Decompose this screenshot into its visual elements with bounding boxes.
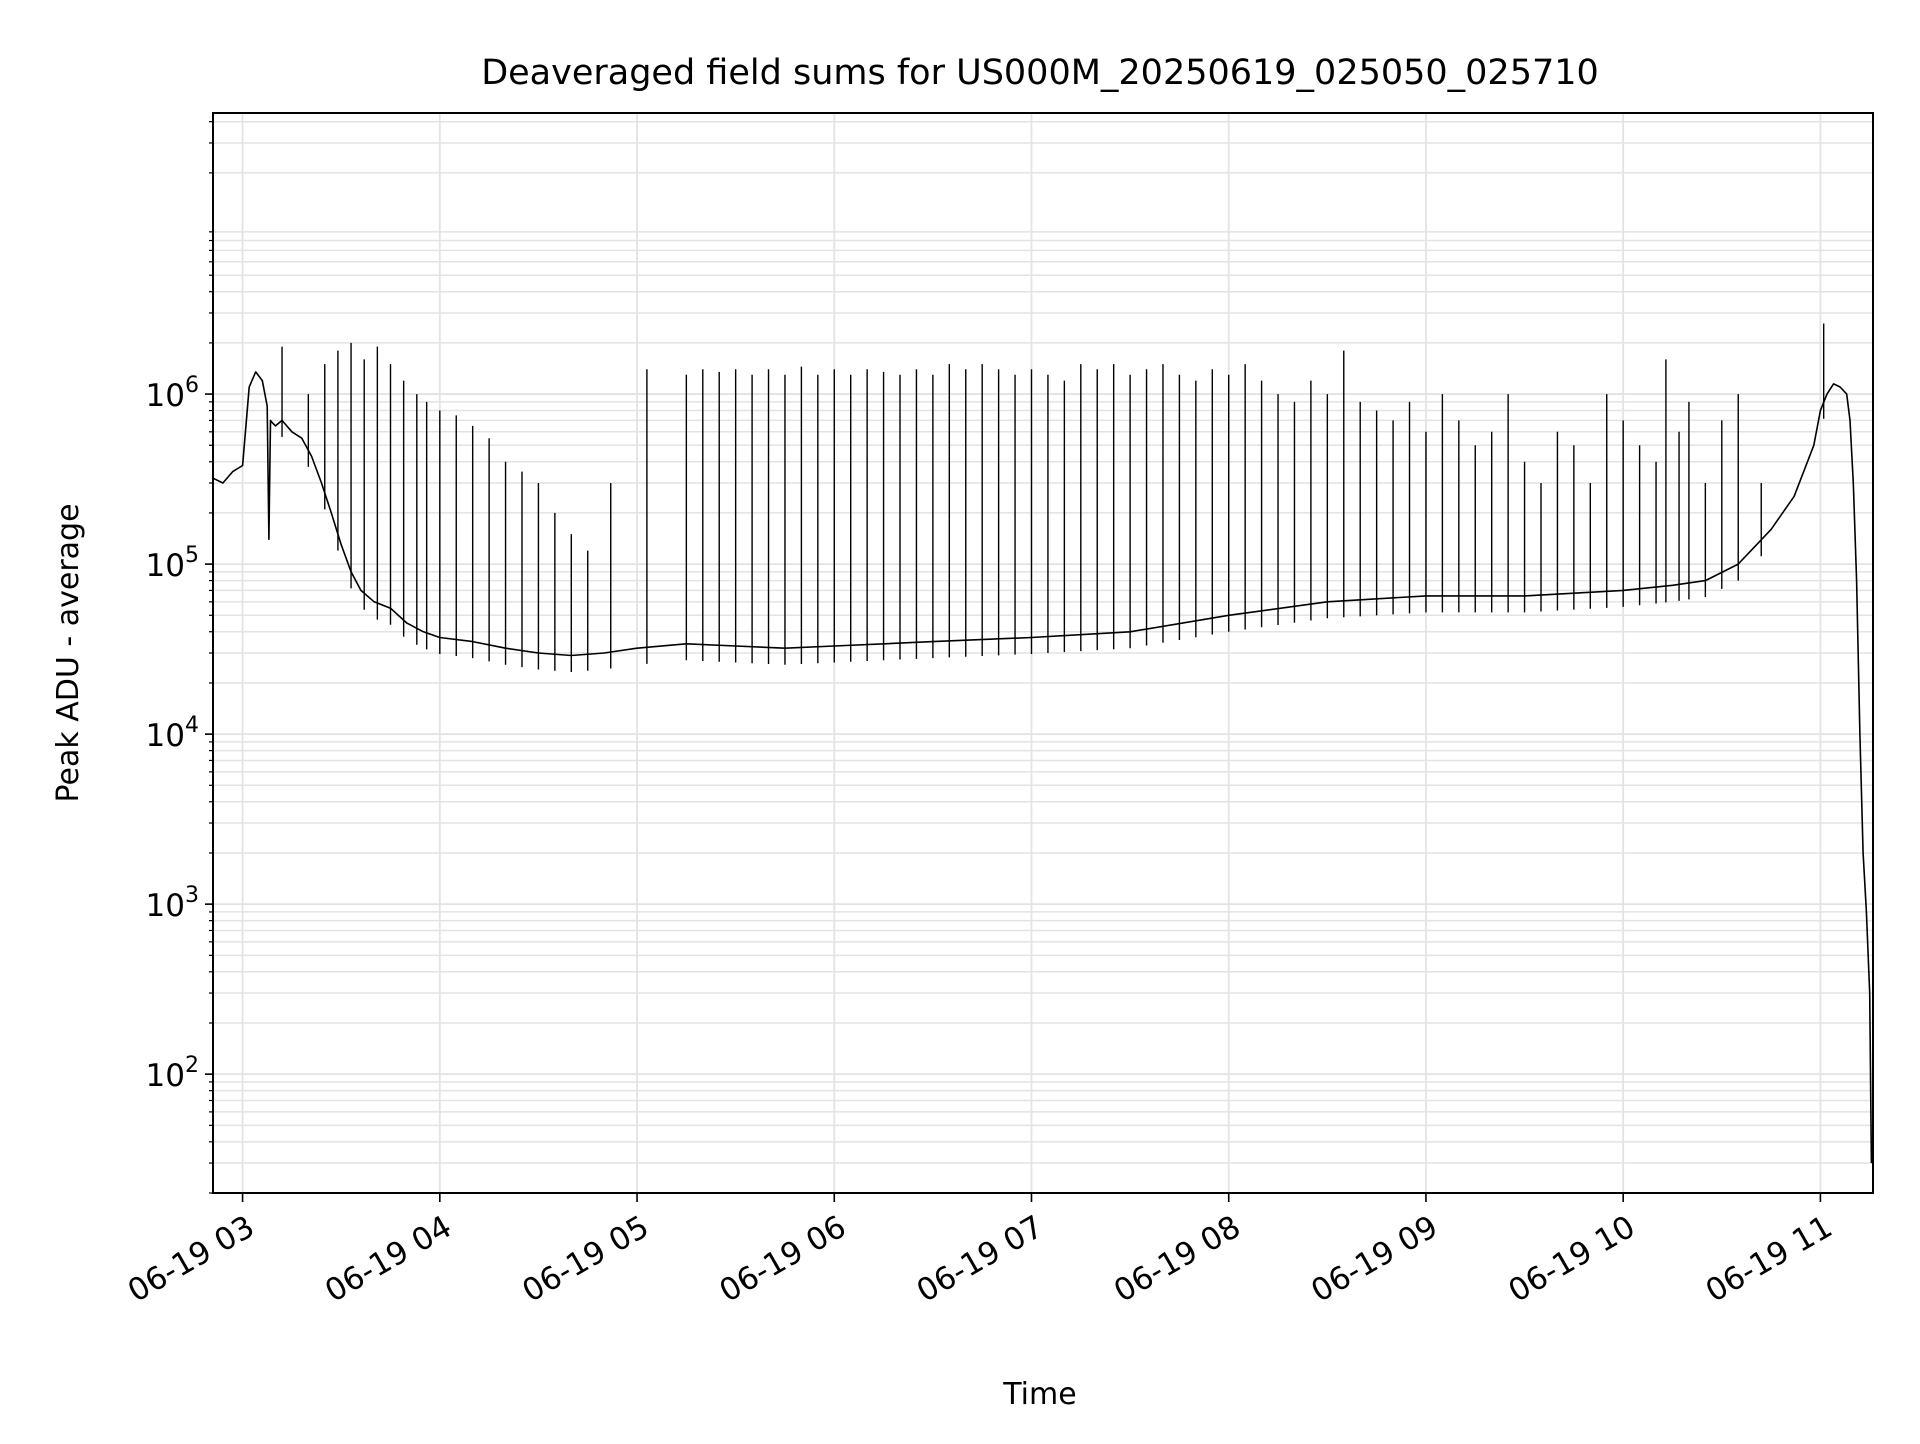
x-tick-label: 06-19 09 — [1305, 1209, 1444, 1310]
x-tick-label: 06-19 10 — [1502, 1209, 1641, 1310]
x-tick-label: 06-19 07 — [911, 1209, 1050, 1310]
y-axis-label: Peak ADU - average — [51, 503, 86, 802]
x-axis-label: Time — [1002, 1377, 1076, 1412]
y-tick-label: 104 — [146, 713, 199, 754]
x-tick-label: 06-19 06 — [714, 1209, 853, 1310]
y-tick-label: 103 — [146, 883, 199, 924]
x-tick-label: 06-19 04 — [319, 1209, 458, 1310]
plot-area — [212, 323, 1873, 1164]
chart-title: Deaveraged field sums for US000M_2025061… — [481, 53, 1599, 93]
ticks: 102 103 104 105 106 06-19 03 06-19 04 06-19 05 0… — [122, 121, 1839, 1310]
y-tick-label: 106 — [146, 373, 199, 414]
x-tick-label: 06-19 03 — [122, 1209, 261, 1310]
data-series-line — [212, 371, 1873, 1164]
x-tick-label: 06-19 08 — [1108, 1209, 1247, 1310]
grid — [213, 113, 1873, 1194]
y-tick-label: 105 — [146, 543, 199, 584]
x-tick-label: 06-19 05 — [516, 1209, 655, 1310]
y-tick-label: 102 — [146, 1053, 199, 1094]
x-tick-label: 06-19 11 — [1700, 1209, 1839, 1310]
